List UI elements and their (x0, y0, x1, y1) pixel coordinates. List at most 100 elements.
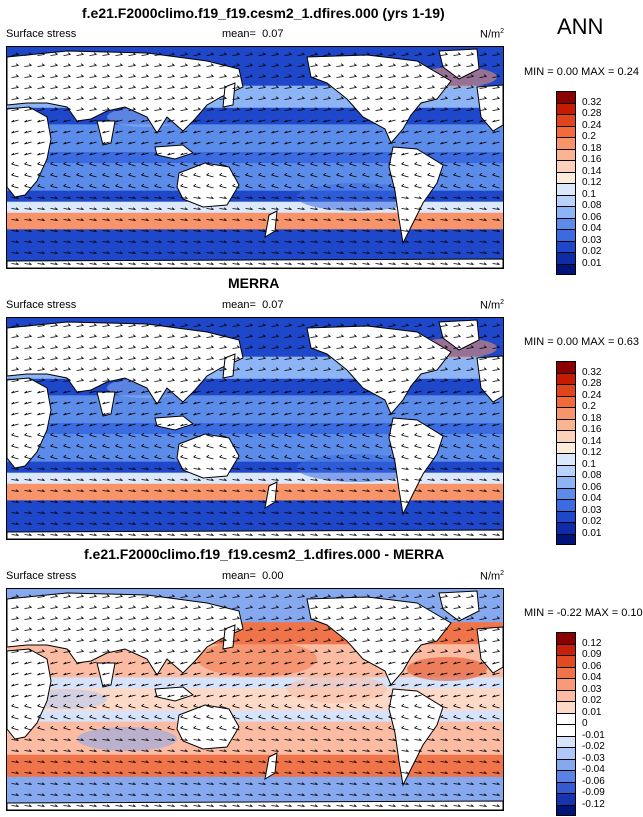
wind-arrow (349, 716, 357, 720)
wind-arrow (349, 456, 357, 460)
wind-arrow (492, 479, 500, 481)
wind-arrow (206, 380, 214, 382)
wind-arrow (427, 401, 435, 405)
wind-arrow-head (206, 412, 210, 416)
wind-arrow-head (492, 401, 496, 405)
wind-arrow (167, 380, 175, 382)
wind-arrow (76, 336, 84, 338)
wind-arrow (206, 423, 214, 427)
wind-arrow-head (197, 229, 201, 232)
wind-arrow (232, 174, 240, 178)
wind-arrow (50, 109, 58, 111)
field-band (7, 505, 503, 513)
wind-arrow-head (470, 533, 474, 536)
wind-arrow-head (301, 251, 305, 254)
wind-arrow-head (63, 161, 67, 165)
colorbar-tick-label: 0.04 (582, 493, 602, 504)
wind-arrow-head (223, 367, 227, 370)
wind-arrow-head (119, 511, 123, 514)
wind-arrow-head (184, 467, 188, 470)
wind-arrow-head (453, 703, 457, 707)
wind-arrow (336, 750, 344, 752)
wind-arrow (310, 640, 318, 642)
wind-arrow-head (15, 616, 19, 619)
wind-arrow-head (249, 649, 253, 652)
wind-arrow-head (80, 594, 84, 597)
field-band (7, 223, 503, 231)
wind-arrow (297, 716, 305, 720)
wind-arrow-head (184, 638, 188, 641)
wind-arrow-head (63, 401, 67, 405)
wind-arrow (479, 98, 487, 100)
wind-arrow (414, 739, 422, 741)
wind-arrow (180, 152, 188, 156)
wind-arrow (245, 197, 253, 199)
wind-arrow (297, 109, 305, 111)
wind-arrow (401, 325, 409, 327)
wind-arrow-head (223, 323, 227, 326)
wind-arrow (128, 794, 136, 796)
wind-arrow (388, 152, 396, 156)
wind-arrow (24, 208, 32, 210)
wind-arrow-head (457, 522, 461, 525)
wind-arrow-head (314, 605, 318, 608)
wind-arrow-head (353, 63, 357, 66)
wind-arrow (193, 347, 201, 349)
wind-arrow-head (301, 760, 305, 763)
wind-arrow (37, 119, 45, 123)
wind-arrow-head (93, 345, 97, 348)
wind-arrow-head (41, 500, 45, 503)
wind-arrow (193, 174, 201, 178)
field-band (7, 622, 503, 629)
wind-arrow-head (288, 262, 292, 265)
wind-arrow (37, 523, 45, 525)
wind-arrow-head (28, 616, 32, 619)
wind-arrow-head (232, 141, 236, 145)
wind-arrow (375, 219, 383, 221)
wind-arrow-head (223, 240, 227, 243)
wind-arrow (310, 152, 318, 156)
wind-arrow (375, 694, 383, 698)
wind-arrow-head (327, 63, 331, 66)
wind-arrow-head (349, 661, 353, 665)
wind-arrow-head (392, 367, 396, 370)
wind-arrow-head (249, 240, 253, 243)
wind-arrow (24, 197, 32, 199)
wind-arrow (492, 683, 500, 687)
wind-arrow (414, 772, 422, 774)
wind-arrow-head (249, 251, 253, 254)
wind-arrow-head (401, 183, 405, 187)
wind-arrow-head (50, 401, 54, 405)
wind-arrow-head (323, 183, 327, 187)
wind-arrow-head (50, 119, 54, 123)
wind-arrow-head (444, 107, 448, 110)
wind-arrow-head (353, 240, 357, 243)
wind-arrow (336, 512, 344, 514)
wind-arrow-head (184, 196, 188, 199)
wind-arrow-head (93, 262, 97, 265)
wind-arrow (37, 412, 45, 416)
wind-arrow-head (28, 207, 32, 210)
colorbar-tick-label: 0.32 (582, 96, 602, 108)
wind-arrow-head (180, 694, 184, 698)
wind-arrow (50, 750, 58, 752)
wind-arrow-head (353, 771, 357, 774)
wind-arrow-head (50, 152, 54, 156)
wind-arrow (180, 805, 188, 807)
wind-arrow (102, 336, 110, 338)
wind-arrow-head (63, 130, 67, 134)
wind-arrow-head (427, 703, 431, 707)
wind-arrow-head (271, 423, 275, 427)
wind-arrow-head (50, 672, 54, 676)
field-band (7, 467, 503, 474)
wind-arrow (76, 772, 84, 774)
wind-arrow-head (132, 649, 136, 652)
wind-arrow (479, 401, 487, 405)
wind-arrow (336, 534, 344, 536)
wind-arrow-head (288, 616, 292, 619)
wind-arrow-head (457, 378, 461, 381)
wind-arrow-head (54, 334, 58, 337)
wind-arrow (349, 325, 357, 327)
wind-arrow-head (206, 432, 210, 436)
wind-arrow (297, 98, 305, 100)
